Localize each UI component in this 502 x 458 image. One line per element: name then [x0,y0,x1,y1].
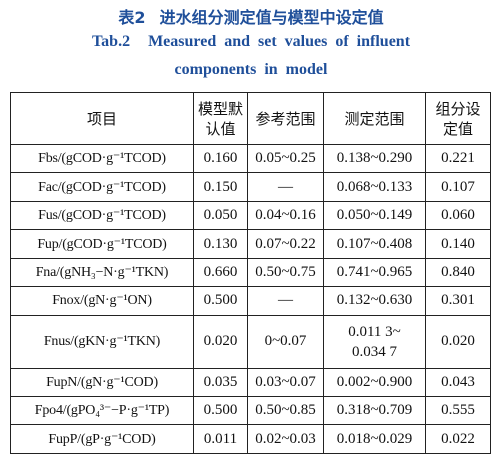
table-row: Fbs/(gCOD·g⁻¹TCOD) 0.160 0.05~0.25 0.138… [10,143,491,174]
row-default: 0.050 [193,200,248,231]
row-item: Fac/(gCOD·g⁻¹TCOD) [10,172,194,202]
row-measured: 0.138~0.290 [323,143,426,174]
row-set: 0.107 [425,172,491,202]
table-row: Fna/(gNH₃−N·g⁻¹TKN) 0.660 0.50~0.75 0.74… [10,257,491,288]
caption-en-number: Tab.2 [91,33,131,50]
row-item: FupP/(gP·g⁻¹COD) [10,424,194,454]
row-set: 0.555 [425,396,491,426]
row-set: 0.060 [425,200,491,231]
table-row: Fus/(gCOD·g⁻¹TCOD) 0.050 0.04~0.16 0.050… [10,200,491,231]
row-reference: — [247,172,324,202]
row-reference: 0.02~0.03 [247,424,324,454]
header-set-line1: 组分设 [435,99,481,118]
header-item: 项目 [10,92,194,145]
row-item: Fbs/(gCOD·g⁻¹TCOD) [10,143,194,174]
row-set: 0.043 [425,367,491,398]
row-set: 0.840 [425,257,491,288]
row-measured: 0.011 3~ 0.034 7 [323,314,426,369]
header-default-value: 模型默 认值 [193,92,248,145]
row-measured: 0.107~0.408 [323,229,426,259]
header-default-line1: 模型默 [197,99,243,118]
caption-en-title-line1: Measured and set values of influent [148,33,411,50]
row-set: 0.020 [425,314,491,369]
row-measured: 0.018~0.029 [323,424,426,454]
row-measured: 0.050~0.149 [323,200,426,231]
caption-en-line1: Tab.2 Measured and set values of influent [0,33,502,51]
row-reference: — [247,286,324,316]
influent-components-table: 项目 模型默 认值 参考范围 测定范围 组分设 定值 Fbs/(gCOD·g⁻¹… [10,92,491,454]
table-row: Fnox/(gN·g⁻¹ON) 0.500 — 0.132~0.630 0.30… [10,286,491,316]
row-default: 0.500 [193,286,248,316]
row-item: Fna/(gNH₃−N·g⁻¹TKN) [10,257,194,288]
row-measured-line1: 0.011 3~ [348,323,401,340]
header-set-value: 组分设 定值 [425,92,491,145]
row-measured: 0.002~0.900 [323,367,426,398]
row-default: 0.500 [193,396,248,426]
row-item: Fpo4/(gPO₄³⁻−P·g⁻¹TP) [10,396,194,426]
row-reference: 0~0.07 [247,314,324,369]
row-reference: 0.07~0.22 [247,229,324,259]
row-default: 0.160 [193,143,248,174]
table-row: Fnus/(gKN·g⁻¹TKN) 0.020 0~0.07 0.011 3~ … [10,314,491,369]
caption-zh-number: 表2 [118,8,146,27]
row-reference: 0.50~0.75 [247,257,324,288]
table-header-row: 项目 模型默 认值 参考范围 测定范围 组分设 定值 [10,92,491,145]
row-measured: 0.741~0.965 [323,257,426,288]
header-measured-range: 测定范围 [323,92,426,145]
row-item: Fup/(gCOD·g⁻¹TCOD) [10,229,194,259]
row-reference: 0.04~0.16 [247,200,324,231]
row-measured-line2: 0.034 7 [352,343,397,360]
row-set: 0.301 [425,286,491,316]
table-row: FupN/(gN·g⁻¹COD) 0.035 0.03~0.07 0.002~0… [10,367,491,398]
table-row: Fac/(gCOD·g⁻¹TCOD) 0.150 — 0.068~0.133 0… [10,172,491,202]
row-default: 0.020 [193,314,248,369]
table-row: Fpo4/(gPO₄³⁻−P·g⁻¹TP) 0.500 0.50~0.85 0.… [10,396,491,426]
row-reference: 0.03~0.07 [247,367,324,398]
row-default: 0.130 [193,229,248,259]
row-default: 0.035 [193,367,248,398]
row-reference: 0.05~0.25 [247,143,324,174]
row-item: Fnus/(gKN·g⁻¹TKN) [10,314,194,369]
row-default: 0.150 [193,172,248,202]
header-reference-range: 参考范围 [247,92,324,145]
row-reference: 0.50~0.85 [247,396,324,426]
row-measured: 0.132~0.630 [323,286,426,316]
row-item: Fus/(gCOD·g⁻¹TCOD) [10,200,194,231]
row-set: 0.221 [425,143,491,174]
row-item: FupN/(gN·g⁻¹COD) [10,367,194,398]
row-measured: 0.068~0.133 [323,172,426,202]
header-default-line2: 认值 [205,119,236,138]
row-default: 0.660 [193,257,248,288]
row-set: 0.140 [425,229,491,259]
caption-zh-title: 进水组分测定值与模型中设定值 [159,8,384,27]
table-row: Fup/(gCOD·g⁻¹TCOD) 0.130 0.07~0.22 0.107… [10,229,491,259]
caption-en-line2: components in model [174,61,328,78]
row-item: Fnox/(gN·g⁻¹ON) [10,286,194,316]
row-measured: 0.318~0.709 [323,396,426,426]
header-set-line2: 定值 [442,119,473,138]
table-row: FupP/(gP·g⁻¹COD) 0.011 0.02~0.03 0.018~0… [10,424,491,454]
row-set: 0.022 [425,424,491,454]
row-default: 0.011 [193,424,248,454]
caption-zh: 表2 进水组分测定值与模型中设定值 [0,4,502,28]
